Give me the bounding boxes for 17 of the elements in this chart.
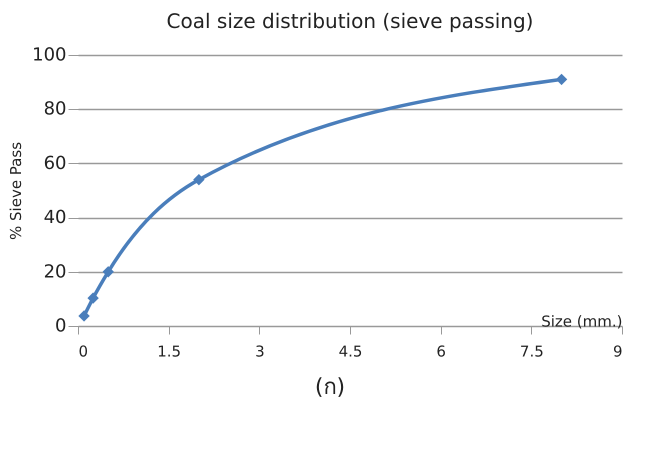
y-tick-label: 0 (55, 316, 66, 336)
x-tick-label: 7.5 (520, 342, 544, 360)
text: (ก) (314, 374, 346, 402)
x-tick-label: 9 (612, 342, 622, 360)
x-tick-label: 1.5 (157, 342, 182, 360)
y-tick-label: 40 (44, 207, 66, 228)
x-tick-label: 4.5 (338, 342, 362, 360)
x-axis-title: Size (mm.) (541, 312, 622, 330)
y-tick-label: 80 (44, 98, 66, 120)
y-tick-label: 60 (44, 152, 66, 174)
x-tick-label: 6 (436, 342, 446, 360)
x-tick-label: 0 (78, 342, 88, 360)
y-axis-title: % Sieve Pass (7, 142, 26, 240)
x-tick-label: 3 (255, 342, 265, 360)
y-tick-label: 100 (32, 44, 66, 66)
y-tick-label: 20 (44, 261, 66, 282)
chart-title: Coal size distribution (sieve passing) (166, 9, 534, 33)
